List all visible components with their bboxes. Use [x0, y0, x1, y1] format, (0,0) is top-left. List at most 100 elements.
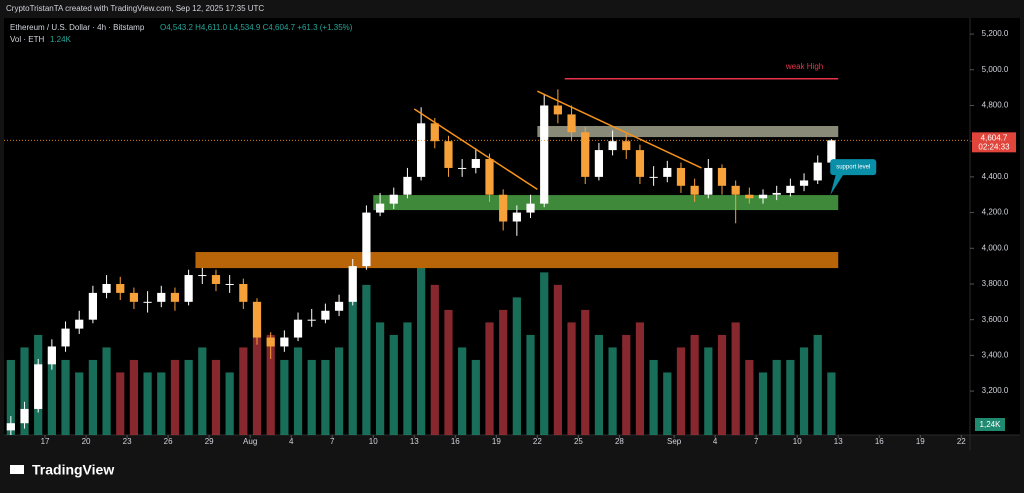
volume-bar [608, 347, 617, 435]
x-tick-label: 13 [834, 437, 843, 446]
volume-bar [813, 334, 822, 435]
candle-body [61, 328, 70, 347]
volume-bar [676, 347, 686, 435]
candle-body [362, 212, 371, 267]
y-tick-label: 4,200.0 [982, 208, 1009, 217]
y-tick-label: 4,000.0 [982, 243, 1009, 252]
x-tick-label: 25 [574, 437, 583, 446]
candle-body [758, 194, 768, 199]
candle-body [745, 194, 754, 199]
volume-bar [827, 372, 836, 435]
candle-body [499, 194, 508, 222]
volume-bar [321, 359, 330, 435]
volume-bar [198, 347, 207, 435]
volume-bar [526, 334, 535, 435]
volume-legend: Vol · ETH [10, 35, 44, 44]
candle-body [485, 159, 494, 195]
candle-body [375, 203, 385, 213]
volume-bar [348, 297, 357, 435]
candle-body [266, 337, 275, 347]
x-tick-label: 22 [533, 437, 542, 446]
volume-bar [471, 359, 480, 435]
volume-bar [375, 322, 385, 435]
candle-body [512, 212, 521, 222]
volume-bar [362, 284, 371, 435]
volume-bar [47, 347, 56, 435]
volume-bar [458, 347, 467, 435]
volume-bar [389, 334, 398, 435]
volume-bar [417, 259, 426, 435]
candle-body [403, 176, 412, 195]
x-tick-label: 7 [754, 437, 759, 446]
candle-body [608, 141, 617, 151]
price-axis-background [970, 18, 1020, 435]
volume-bar [116, 372, 125, 435]
plot [6, 77, 839, 435]
volume-bar [184, 359, 193, 435]
callout-box [830, 159, 877, 176]
zone [195, 252, 839, 269]
volume-bar [690, 334, 699, 435]
candle-body [225, 283, 234, 285]
volume-bar [252, 322, 262, 435]
x-tick-label: Aug [243, 437, 257, 446]
volume-bar [772, 359, 781, 435]
candle-body [827, 140, 836, 163]
volume-bar [635, 322, 645, 435]
candle-body [622, 141, 631, 151]
candle-body [731, 185, 740, 195]
candle-body [786, 185, 795, 193]
symbol: Ethereum / U.S. Dollar · 4h · Bitstamp [10, 23, 145, 32]
candle-body [75, 319, 84, 329]
volume-bar [334, 347, 344, 435]
callout-label: support level [836, 165, 870, 171]
volume-bar [6, 359, 15, 435]
candle-body [280, 337, 289, 347]
x-tick-label: 16 [451, 437, 460, 446]
candle-body [799, 180, 809, 186]
volume-bar [266, 334, 275, 435]
candle-body [252, 301, 262, 338]
ohlc-legend: O4,543.2 H4,611.0 L4,534.9 C4,604.7 +61.… [160, 23, 353, 32]
volume-bar [170, 359, 180, 435]
last-price-label: 4,604.7 [981, 133, 1008, 142]
volume-bar [799, 347, 809, 435]
volume-bar [731, 322, 740, 435]
volume-bar [280, 359, 289, 435]
volume-bar [143, 372, 152, 435]
zone [373, 195, 839, 211]
volume-axis-box [975, 418, 1005, 431]
volume-bar [717, 334, 727, 435]
volume-bar [594, 334, 604, 435]
x-tick-label: 19 [916, 437, 925, 446]
x-tick-label: 13 [410, 437, 419, 446]
candle-body [6, 423, 15, 431]
volume-bar [553, 284, 562, 435]
y-tick-label: 4,400.0 [982, 172, 1009, 181]
x-tick-label: 29 [205, 437, 214, 446]
x-tick-label: 17 [41, 437, 50, 446]
y-tick-label: 5,000.0 [982, 65, 1009, 74]
volume-bar [649, 359, 658, 435]
volume-bar [540, 272, 549, 435]
volume-bar [786, 359, 795, 435]
trendline [537, 90, 702, 169]
volume-bar [499, 309, 508, 435]
x-tick-label: 20 [82, 437, 91, 446]
candle-body [717, 167, 727, 186]
candle-body [321, 310, 330, 320]
y-tick-label: 3,600.0 [982, 315, 1009, 324]
volume-bar [102, 347, 111, 435]
candle-body [704, 167, 713, 195]
x-tick-label: 10 [369, 437, 378, 446]
y-tick-label: 3,800.0 [982, 279, 1009, 288]
x-tick-label: 16 [875, 437, 884, 446]
volume-bar [239, 347, 248, 435]
volume-bar [20, 347, 29, 435]
volume-bar [745, 359, 754, 435]
candle-body [20, 408, 29, 424]
volume-bar [403, 322, 412, 435]
candle-body [198, 275, 207, 277]
candle-body [594, 150, 604, 177]
